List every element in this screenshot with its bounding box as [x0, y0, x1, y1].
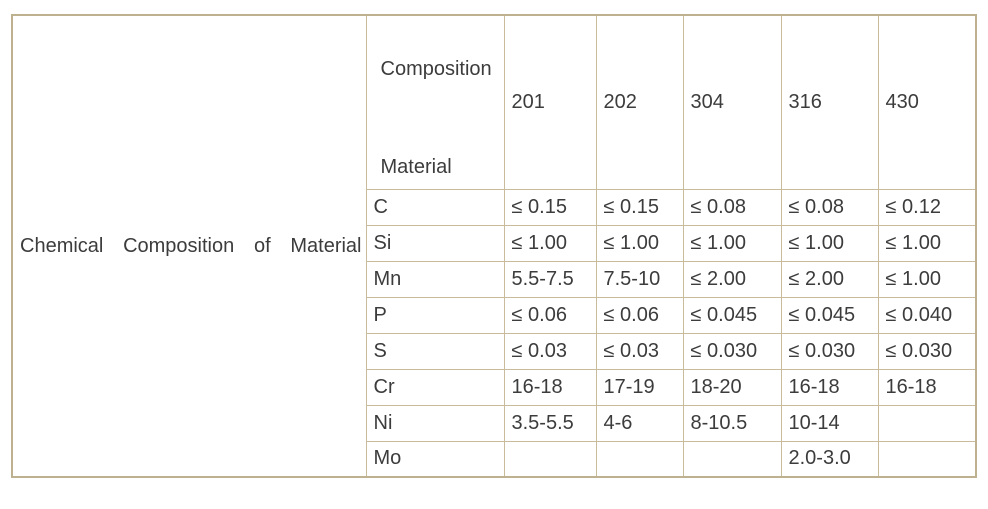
- element-label-cell: P: [365, 296, 505, 334]
- value-cell: ≤ 1.00: [682, 224, 782, 262]
- element-label-cell: S: [365, 332, 505, 370]
- value-cell: 17-19: [595, 368, 684, 406]
- value-cell: ≤ 0.045: [682, 296, 782, 334]
- value-cell: 16-18: [780, 368, 879, 406]
- table-row-cr: Cr 16-18 17-19 18-20 16-18 16-18: [12, 368, 977, 406]
- value-cell: 16-18: [877, 368, 977, 406]
- table-row-mn: Mn 5.5-7.5 7.5-10 ≤ 2.00 ≤ 2.00 ≤ 1.00: [12, 260, 977, 298]
- value-cell: ≤ 0.12: [877, 188, 977, 226]
- chemical-composition-table: Chemical Composition of Material Composi…: [11, 14, 977, 478]
- value-cell: ≤ 0.15: [595, 188, 684, 226]
- element-label-cell: Mn: [365, 260, 505, 298]
- value-cell: 5.5-7.5: [503, 260, 597, 298]
- value-cell: 8-10.5: [682, 404, 782, 442]
- value-cell: ≤ 1.00: [877, 260, 977, 298]
- corner-header-cell: Composition Material: [365, 14, 505, 190]
- element-label-cell: Ni: [365, 404, 505, 442]
- value-cell: ≤ 0.06: [595, 296, 684, 334]
- value-cell: ≤ 1.00: [595, 224, 684, 262]
- value-cell: 3.5-5.5: [503, 404, 597, 442]
- corner-material-label: Material: [380, 156, 452, 179]
- value-cell: [877, 440, 977, 478]
- material-header-316: 316: [780, 14, 879, 190]
- value-cell: 16-18: [503, 368, 597, 406]
- table-row-c: C ≤ 0.15 ≤ 0.15 ≤ 0.08 ≤ 0.08 ≤ 0.12: [12, 188, 977, 226]
- value-cell: ≤ 0.030: [780, 332, 879, 370]
- value-cell: ≤ 1.00: [780, 224, 879, 262]
- header-row: Chemical Composition of Material Composi…: [11, 14, 977, 478]
- value-cell: ≤ 0.06: [503, 296, 597, 334]
- value-cell: ≤ 0.08: [682, 188, 782, 226]
- value-cell: [595, 440, 684, 478]
- corner-composition-label: Composition: [380, 58, 492, 81]
- value-cell: ≤ 0.030: [877, 332, 977, 370]
- table-row-s: S ≤ 0.03 ≤ 0.03 ≤ 0.030 ≤ 0.030 ≤ 0.030: [12, 332, 977, 370]
- value-cell: 10-14: [780, 404, 879, 442]
- material-header-304: 304: [682, 14, 782, 190]
- value-cell: ≤ 0.045: [780, 296, 879, 334]
- value-cell: ≤ 2.00: [780, 260, 879, 298]
- value-cell: ≤ 0.08: [780, 188, 879, 226]
- element-label-cell: Mo: [365, 440, 505, 478]
- element-label-cell: C: [365, 188, 505, 226]
- value-cell: 7.5-10: [595, 260, 684, 298]
- material-header-430: 430: [877, 14, 977, 190]
- value-cell: ≤ 1.00: [503, 224, 597, 262]
- element-label-cell: Si: [365, 224, 505, 262]
- value-cell: ≤ 2.00: [682, 260, 782, 298]
- table-row-ni: Ni 3.5-5.5 4-6 8-10.5 10-14: [12, 404, 977, 442]
- table-row-si: Si ≤ 1.00 ≤ 1.00 ≤ 1.00 ≤ 1.00 ≤ 1.00: [12, 224, 977, 262]
- material-header-202: 202: [595, 14, 684, 190]
- value-cell: 2.0-3.0: [780, 440, 879, 478]
- value-cell: [877, 404, 977, 442]
- table-row-p: P ≤ 0.06 ≤ 0.06 ≤ 0.045 ≤ 0.045 ≤ 0.040: [12, 296, 977, 334]
- value-cell: [503, 440, 597, 478]
- value-cell: ≤ 1.00: [877, 224, 977, 262]
- value-cell: [682, 440, 782, 478]
- value-cell: ≤ 0.040: [877, 296, 977, 334]
- value-cell: 4-6: [595, 404, 684, 442]
- material-header-201: 201: [503, 14, 597, 190]
- corner-header-inner: Composition Material: [374, 16, 500, 188]
- value-cell: ≤ 0.030: [682, 332, 782, 370]
- value-cell: ≤ 0.03: [595, 332, 684, 370]
- table-title-cell: Chemical Composition of Material: [11, 14, 367, 478]
- value-cell: ≤ 0.03: [503, 332, 597, 370]
- value-cell: 18-20: [682, 368, 782, 406]
- element-label-cell: Cr: [365, 368, 505, 406]
- table-row-mo: Mo 2.0-3.0: [12, 440, 977, 478]
- value-cell: ≤ 0.15: [503, 188, 597, 226]
